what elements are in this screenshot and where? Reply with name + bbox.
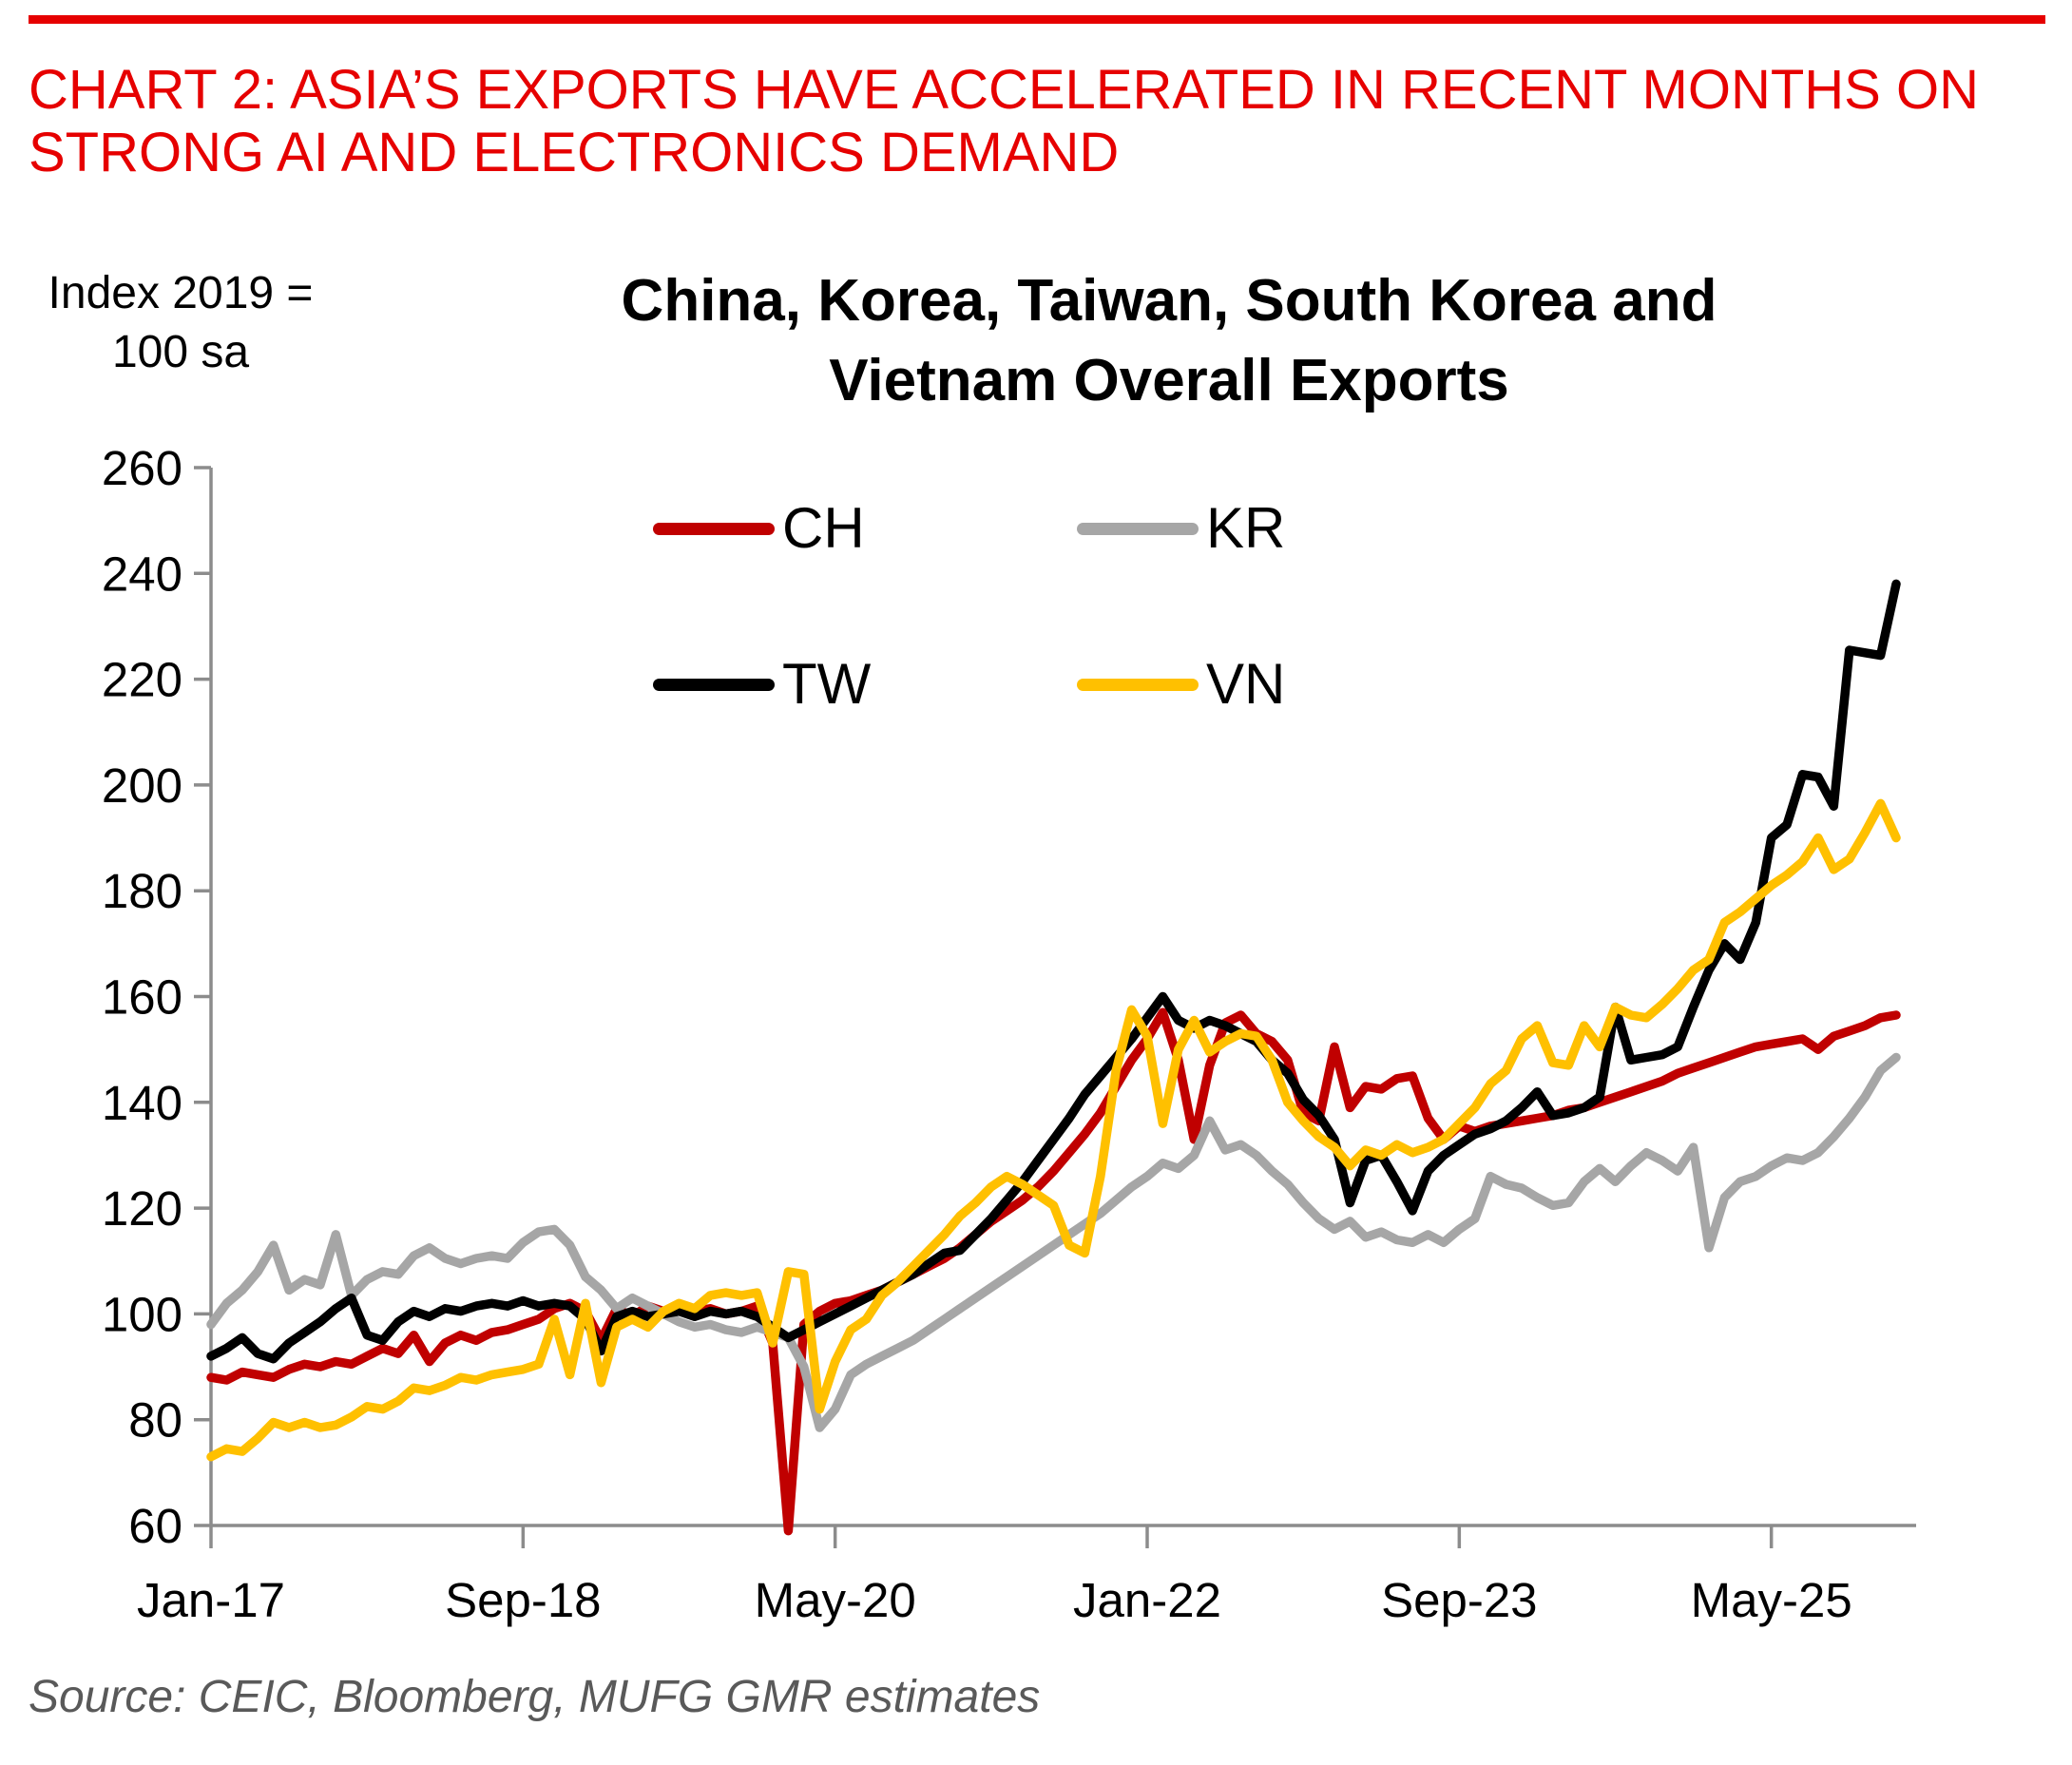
x-tick-label-May-25: May-25 [1691,1573,1852,1627]
source-note: Source: CEIC, Bloomberg, MUFG GMR estima… [29,1672,1041,1722]
legend-label-TW: TW [782,652,872,716]
y-tick-label-180: 180 [102,864,182,918]
top-accent-bar [29,15,2045,24]
x-tick-label-Sep-23: Sep-23 [1381,1573,1537,1627]
page-title: CHART 2: ASIA’S EXPORTS HAVE ACCELERATED… [29,59,2043,184]
x-tick-label-Jan-22: Jan-22 [1073,1573,1221,1627]
legend-item-TW: TW [653,654,1077,715]
legend-swatch-TW [653,678,775,691]
y-tick-label-260: 260 [102,441,182,495]
y-axis-unit-note-line-2: 100 sa [111,327,250,377]
legend: CH KR TW VN [653,498,1285,715]
chart-title-line-2: Vietnam Overall Exports [829,348,1509,413]
y-tick-label-220: 220 [102,653,182,707]
x-tick-label-Jan-17: Jan-17 [137,1573,285,1627]
y-tick-label-120: 120 [102,1181,182,1236]
legend-item-CH: CH [653,498,1077,559]
x-tick-label-Sep-18: Sep-18 [445,1573,601,1627]
y-tick-label-200: 200 [102,758,182,813]
legend-item-VN: VN [1077,654,1285,715]
series-line-VN [206,798,1901,1462]
legend-swatch-CH [653,522,775,535]
x-tick-label-May-20: May-20 [755,1573,916,1627]
legend-label-CH: CH [782,496,865,560]
y-tick-label-100: 100 [102,1287,182,1341]
y-axis-unit-note-line-1: Index 2019 = [48,268,314,318]
series-line-CH [206,1007,1901,1536]
legend-label-VN: VN [1206,652,1286,716]
legend-swatch-KR [1077,522,1199,535]
y-tick-label-240: 240 [102,547,182,601]
y-tick-label-160: 160 [102,970,182,1025]
legend-item-KR: KR [1077,498,1285,559]
chart-title: China, Korea, Taiwan, South Korea and Vi… [466,261,1872,421]
y-tick-label-80: 80 [128,1393,182,1448]
page-title-line-2: STRONG AI AND ELECTRONICS DEMAND [29,122,1120,183]
chart-title-line-1: China, Korea, Taiwan, South Korea and [621,268,1717,334]
y-tick-label-60: 60 [128,1499,182,1553]
legend-label-KR: KR [1206,496,1286,560]
y-axis-unit-note: Index 2019 = 100 sa [38,264,323,382]
legend-swatch-VN [1077,678,1199,691]
y-tick-label-140: 140 [102,1076,182,1130]
series-line-KR [206,1052,1901,1432]
page-title-line-1: CHART 2: ASIA’S EXPORTS HAVE ACCELERATED… [29,59,1979,121]
